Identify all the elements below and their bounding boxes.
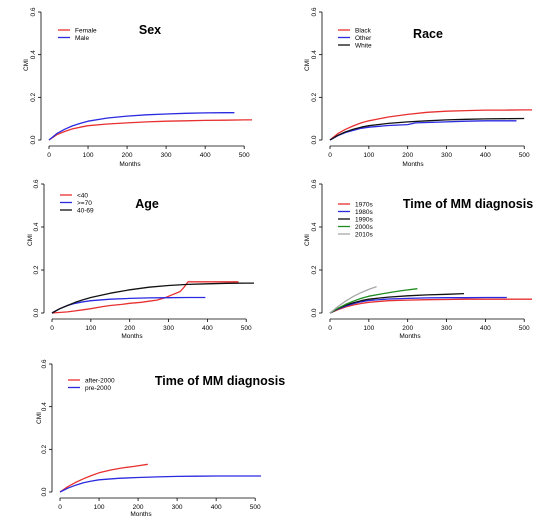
chart-2-series-2-line: [51, 282, 254, 314]
chart-2-legend-label-0: <40: [77, 192, 88, 199]
chart-4-x-tick-label-0: 0: [58, 504, 62, 511]
chart-4-x-tick-label-4: 400: [211, 504, 222, 511]
chart-1-x-tick-label-3: 300: [441, 152, 452, 159]
chart-3-legend-label-2: 1990s: [355, 216, 373, 223]
chart-4-x-label: Months: [130, 511, 152, 518]
chart-2-y-tick-label-3: 0.6: [33, 179, 40, 188]
chart-1-legend-label-2: White: [355, 42, 372, 49]
chart-1-series-2-line: [329, 117, 525, 141]
chart-4-title: Time of MM diagnosis: [155, 374, 285, 388]
chart-1-y-tick-label-0: 0.0: [311, 135, 318, 144]
chart-1-x-tick-label-5: 500: [519, 152, 530, 159]
chart-0-series-0-line: [48, 119, 252, 141]
chart-1-legend-label-0: Black: [355, 27, 372, 34]
chart-2-y-label: CMI: [27, 234, 34, 246]
chart-2-x-tick-label-5: 500: [241, 325, 252, 332]
chart-0-x-tick-label-0: 0: [47, 152, 51, 159]
chart-4-x-tick-label-3: 300: [172, 504, 183, 511]
chart-0-x-label: Months: [119, 161, 141, 168]
chart-3-x-tick-label-0: 0: [328, 325, 332, 332]
chart-1-x-label: Months: [402, 161, 424, 168]
chart-1-x-tick-label-1: 100: [363, 152, 374, 159]
chart-3-x-tick-label-1: 100: [363, 325, 374, 332]
chart-1-y-tick-label-2: 0.4: [311, 50, 318, 59]
chart-1-x-tick-label-2: 200: [402, 152, 413, 159]
chart-3-series-0-line: [329, 298, 532, 314]
chart-2-y-tick-label-2: 0.4: [33, 222, 40, 231]
chart-0-y-tick-label-0: 0.0: [30, 135, 37, 144]
chart-1-series-0-line: [329, 109, 532, 141]
chart-3-legend-label-0: 1970s: [355, 201, 373, 208]
chart-3-title: Time of MM diagnosis: [403, 197, 533, 211]
chart-3-series-4-line: [329, 285, 377, 314]
chart-2-x-tick-label-1: 100: [85, 325, 96, 332]
chart-3-legend-label-3: 2000s: [355, 224, 373, 231]
chart-0-x-tick-label-4: 400: [200, 152, 211, 159]
chart-3-legend-label-4: 2010s: [355, 231, 373, 238]
chart-4-y-label: CMI: [36, 412, 43, 424]
chart-3-y-tick-label-3: 0.6: [311, 179, 318, 188]
chart-3-y-tick-label-1: 0.2: [311, 265, 318, 274]
chart-0-legend-label-0: Female: [75, 27, 97, 34]
chart-4-series-1-line: [59, 475, 261, 493]
chart-3-y-label: CMI: [304, 234, 311, 246]
chart-0-legend-label-1: Male: [75, 35, 89, 42]
chart-2-title: Age: [135, 197, 159, 211]
chart-3-x-tick-label-4: 400: [480, 325, 491, 332]
chart-2-x-tick-label-2: 200: [124, 325, 135, 332]
chart-0-y-tick-label-3: 0.6: [30, 7, 37, 16]
chart-1-series-1-line: [329, 120, 517, 141]
chart-0-x-tick-label-2: 200: [122, 152, 133, 159]
chart-4-x-tick-label-1: 100: [94, 504, 105, 511]
chart-2-series-0-line: [51, 281, 239, 314]
chart-0-x-tick-label-1: 100: [83, 152, 94, 159]
chart-2-x-tick-label-4: 400: [202, 325, 213, 332]
chart-1-x-tick-label-0: 0: [328, 152, 332, 159]
chart-3-x-tick-label-5: 500: [519, 325, 530, 332]
chart-0-series-1-line: [48, 112, 235, 141]
chart-2-x-tick-label-3: 300: [163, 325, 174, 332]
chart-0-y-tick-label-1: 0.2: [30, 92, 37, 101]
chart-3-x-tick-label-3: 300: [441, 325, 452, 332]
chart-2-y-tick-label-1: 0.2: [33, 265, 40, 274]
chart-3-x-tick-label-2: 200: [402, 325, 413, 332]
chart-4-legend-label-0: after-2000: [85, 377, 115, 384]
chart-4-y-tick-label-1: 0.2: [41, 444, 48, 453]
chart-4-y-tick-label-3: 0.6: [41, 359, 48, 368]
chart-0-y-label: CMI: [23, 59, 30, 71]
chart-3-series-1-line: [329, 296, 507, 314]
chart-4-series-0-line: [59, 463, 148, 493]
chart-2-legend-label-1: >=70: [77, 200, 92, 207]
chart-4-x-tick-label-5: 500: [250, 504, 261, 511]
chart-4-legend-label-1: pre-2000: [85, 385, 111, 392]
chart-1-x-tick-label-4: 400: [480, 152, 491, 159]
chart-3-series-2-line: [329, 292, 465, 314]
chart-3-y-tick-label-0: 0.0: [311, 308, 318, 317]
chart-1-y-label: CMI: [304, 59, 311, 71]
chart-1-y-tick-label-3: 0.6: [311, 7, 318, 16]
chart-0-y-tick-label-2: 0.4: [30, 50, 37, 59]
chart-1-legend-label-1: Other: [355, 35, 372, 42]
chart-2-y-tick-label-0: 0.0: [33, 308, 40, 317]
chart-2-x-label: Months: [121, 333, 143, 340]
chart-3-y-tick-label-2: 0.4: [311, 222, 318, 231]
chart-0-x-tick-label-5: 500: [239, 152, 250, 159]
chart-4-y-tick-label-2: 0.4: [41, 402, 48, 411]
chart-3-legend-label-1: 1980s: [355, 209, 373, 216]
chart-3-x-label: Months: [399, 333, 421, 340]
chart-4-y-tick-label-0: 0.0: [41, 487, 48, 496]
chart-4-x-tick-label-2: 200: [133, 504, 144, 511]
chart-2-x-tick-label-0: 0: [50, 325, 54, 332]
chart-0-x-tick-label-3: 300: [161, 152, 172, 159]
chart-3-series-3-line: [329, 288, 418, 314]
chart-0-title: Sex: [139, 23, 161, 37]
chart-2-legend-label-2: 40-69: [77, 207, 94, 214]
chart-1-title: Race: [413, 27, 443, 41]
chart-1-y-tick-label-1: 0.2: [311, 92, 318, 101]
